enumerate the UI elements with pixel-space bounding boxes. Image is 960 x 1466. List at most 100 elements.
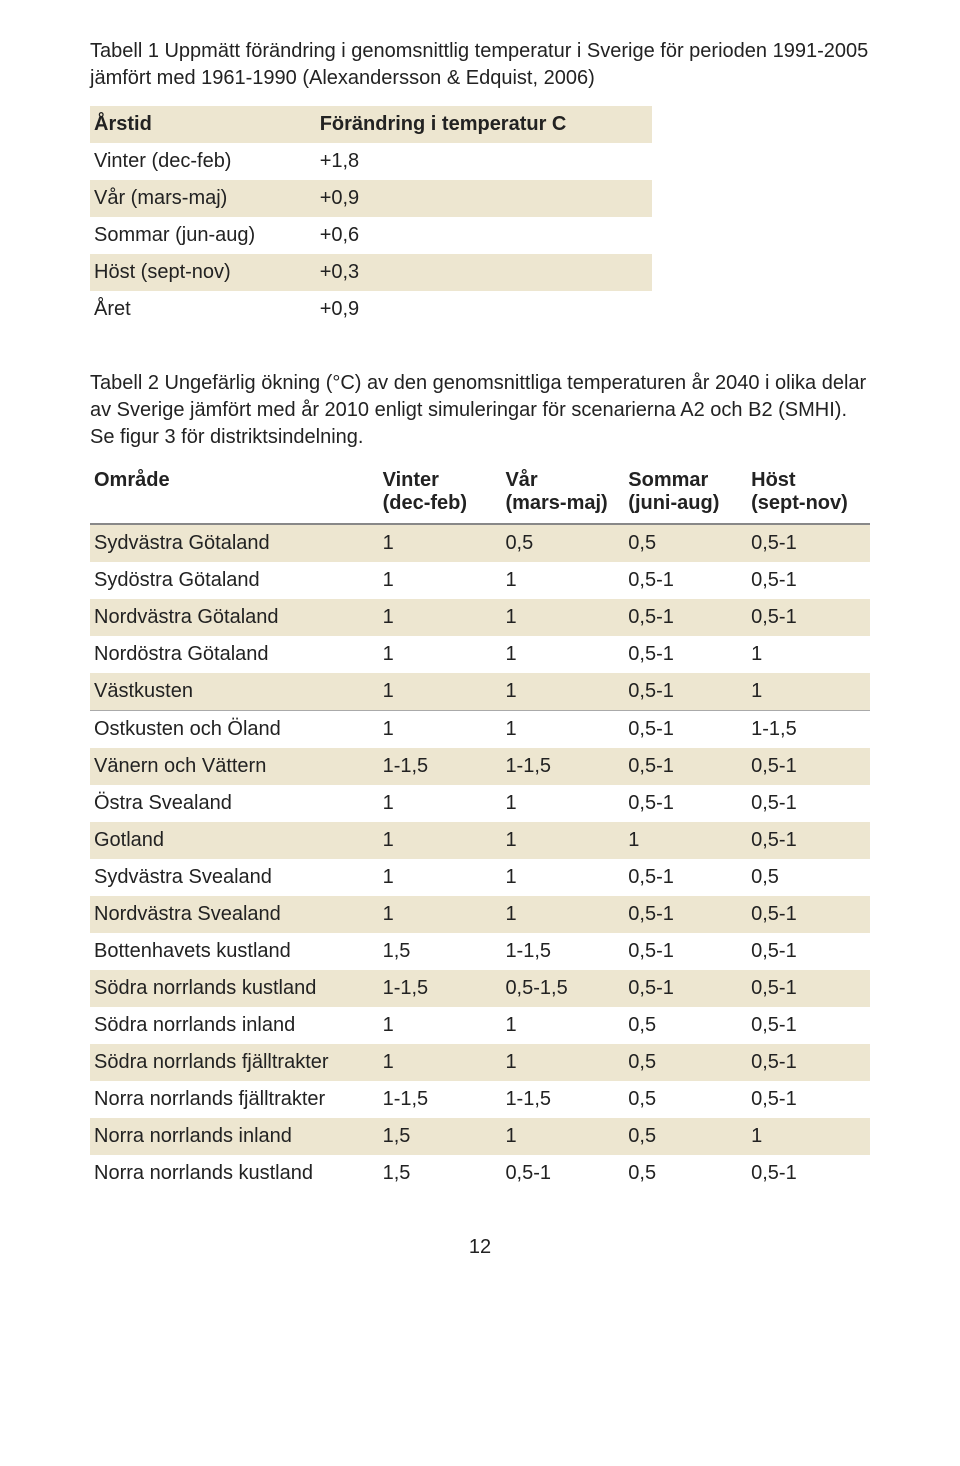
t2-cell-value: 0,5-1 [747,933,870,970]
table-row: Sommar (jun-aug)+0,6 [90,217,652,254]
t2-cell-area: Södra norrlands fjälltrakter [90,1044,379,1081]
t2-cell-value: 0,5-1 [747,748,870,785]
t2-cell-value: 1 [747,1118,870,1155]
table-row: Sydöstra Götaland110,5-10,5-1 [90,562,870,599]
table-row: Sydvästra Götaland10,50,50,5-1 [90,524,870,562]
t1-cell-value: +0,3 [316,254,652,291]
t2-cell-area: Nordvästra Götaland [90,599,379,636]
t2-cell-value: 0,5-1 [624,933,747,970]
t2-cell-value: 1-1,5 [501,748,624,785]
table1: Årstid Förändring i temperatur C Vinter … [90,106,652,328]
t2-cell-area: Ostkusten och Öland [90,711,379,749]
t2-cell-value: 0,5-1,5 [501,970,624,1007]
t2-cell-value: 0,5-1 [624,859,747,896]
table-row: Bottenhavets kustland1,51-1,50,5-10,5-1 [90,933,870,970]
t2-cell-value: 1 [379,822,502,859]
t2-cell-value: 1 [501,1007,624,1044]
t2-cell-area: Östra Svealand [90,785,379,822]
t2-cell-area: Bottenhavets kustland [90,933,379,970]
t2-cell-value: 1-1,5 [379,748,502,785]
t2-cell-value: 0,5 [624,1044,747,1081]
table1-caption: Tabell 1 Uppmätt förändring i genomsnitt… [90,38,870,92]
t2-cell-value: 0,5-1 [747,562,870,599]
t2-cell-value: 0,5-1 [747,1007,870,1044]
t2-cell-value: 1 [501,599,624,636]
t2-cell-value: 1,5 [379,1155,502,1192]
table-row: Nordöstra Götaland110,5-11 [90,636,870,673]
t2-cell-area: Sydöstra Götaland [90,562,379,599]
t2-cell-value: 1-1,5 [379,1081,502,1118]
t2-cell-value: 1 [747,636,870,673]
t2-cell-area: Norra norrlands inland [90,1118,379,1155]
table-row: Södra norrlands inland110,50,5-1 [90,1007,870,1044]
t2-cell-value: 1 [501,711,624,749]
t2-cell-value: 0,5 [624,1007,747,1044]
t2-cell-value: 1 [501,785,624,822]
t1-cell-value: +0,9 [316,291,652,328]
t2-cell-value: 0,5 [747,859,870,896]
t2-cell-value: 1 [624,822,747,859]
t2-cell-value: 1-1,5 [379,970,502,1007]
t2-cell-value: 0,5-1 [747,599,870,636]
t1-cell-value: +0,6 [316,217,652,254]
t2-cell-value: 0,5-1 [624,748,747,785]
t2-cell-value: 0,5-1 [747,1155,870,1192]
t2-cell-value: 0,5-1 [624,785,747,822]
t2-cell-value: 1 [501,859,624,896]
t1-cell-label: Året [90,291,316,328]
t2-cell-value: 1,5 [379,933,502,970]
table-row: Norra norrlands inland1,510,51 [90,1118,870,1155]
page-number: 12 [90,1236,870,1259]
t2-cell-value: 1 [747,673,870,711]
t2-head-var: Vår(mars-maj) [501,465,624,524]
t2-cell-value: 1 [501,822,624,859]
t2-cell-value: 0,5-1 [624,970,747,1007]
t2-head-omrade: Område [90,465,379,524]
t2-cell-value: 0,5-1 [501,1155,624,1192]
t1-cell-value: +1,8 [316,143,652,180]
t2-cell-value: 0,5-1 [624,599,747,636]
t1-cell-label: Sommar (jun-aug) [90,217,316,254]
t2-cell-area: Vänern och Vättern [90,748,379,785]
table-row: Vinter (dec-feb)+1,8 [90,143,652,180]
t2-cell-value: 1 [501,673,624,711]
t2-cell-value: 0,5-1 [747,785,870,822]
t2-cell-value: 1 [501,562,624,599]
t2-cell-area: Nordvästra Svealand [90,896,379,933]
t2-cell-area: Södra norrlands inland [90,1007,379,1044]
t2-cell-value: 0,5-1 [747,1081,870,1118]
t2-cell-area: Norra norrlands kustland [90,1155,379,1192]
t2-cell-value: 1 [379,785,502,822]
t2-cell-value: 0,5-1 [747,1044,870,1081]
table-row: Sydvästra Svealand110,5-10,5 [90,859,870,896]
t2-cell-value: 1-1,5 [747,711,870,749]
t2-cell-value: 1 [501,896,624,933]
t2-cell-area: Sydvästra Götaland [90,524,379,562]
t2-cell-area: Norra norrlands fjälltrakter [90,1081,379,1118]
table-row: Norra norrlands kustland1,50,5-10,50,5-1 [90,1155,870,1192]
t1-head-arstid: Årstid [90,106,316,143]
t2-cell-value: 0,5 [624,524,747,562]
t2-cell-value: 0,5 [624,1118,747,1155]
t2-head-host: Höst(sept-nov) [747,465,870,524]
t2-cell-value: 0,5-1 [624,896,747,933]
t2-cell-value: 1 [379,673,502,711]
t2-cell-area: Södra norrlands kustland [90,970,379,1007]
table-row: Nordvästra Götaland110,5-10,5-1 [90,599,870,636]
t2-cell-value: 1 [379,1044,502,1081]
t2-cell-value: 0,5-1 [747,822,870,859]
t2-cell-value: 0,5-1 [747,524,870,562]
t2-cell-value: 1 [501,1044,624,1081]
t2-cell-value: 0,5 [501,524,624,562]
t2-head-sommar: Sommar(juni-aug) [624,465,747,524]
table-row: Södra norrlands fjälltrakter110,50,5-1 [90,1044,870,1081]
t2-cell-value: 0,5-1 [747,970,870,1007]
t2-cell-value: 1 [379,1007,502,1044]
t2-cell-value: 0,5-1 [624,711,747,749]
t1-cell-label: Höst (sept-nov) [90,254,316,291]
table2: Område Vinter(dec-feb) Vår(mars-maj) Som… [90,465,870,1192]
t2-cell-value: 1 [501,636,624,673]
t2-cell-value: 0,5 [624,1081,747,1118]
table2-caption: Tabell 2 Ungefärlig ökning (°C) av den g… [90,370,870,451]
t2-cell-value: 1 [379,524,502,562]
